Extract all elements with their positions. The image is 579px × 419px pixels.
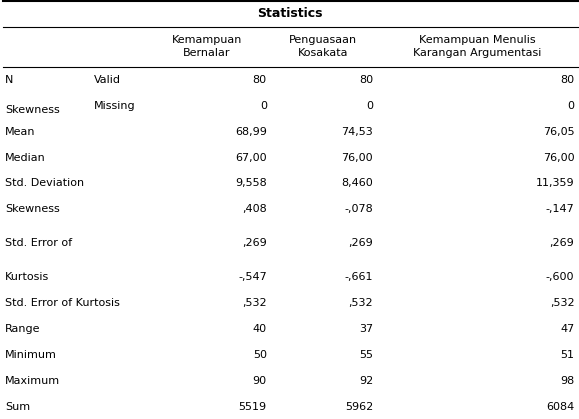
Text: 0: 0 [366,101,373,111]
Text: 0: 0 [260,101,267,111]
Text: 90: 90 [252,376,267,386]
Text: Std. Deviation: Std. Deviation [5,178,85,189]
Text: 76,00: 76,00 [543,153,574,163]
Text: 51: 51 [560,350,574,360]
Text: 47: 47 [560,324,574,334]
Text: Maximum: Maximum [5,376,60,386]
Text: 5519: 5519 [239,402,267,412]
Text: Kemampuan Menulis
Karangan Argumentasi: Kemampuan Menulis Karangan Argumentasi [413,35,541,58]
Text: Minimum: Minimum [5,350,57,360]
Text: Penguasaan
Kosakata: Penguasaan Kosakata [290,35,357,58]
Text: ,269: ,269 [549,238,574,248]
Text: 0: 0 [567,101,574,111]
Text: Std. Error of Kurtosis: Std. Error of Kurtosis [5,298,120,308]
Text: Skewness: Skewness [5,204,60,215]
Text: N: N [5,75,13,85]
Text: -,078: -,078 [345,204,373,215]
Text: Sum: Sum [5,402,30,412]
Text: 55: 55 [359,350,373,360]
Text: Std. Error of: Std. Error of [5,238,72,248]
Text: 92: 92 [359,376,373,386]
Text: 80: 80 [252,75,267,85]
Text: -,661: -,661 [345,272,373,282]
Text: Skewness: Skewness [5,105,60,115]
Text: 76,00: 76,00 [342,153,373,163]
Text: 9,558: 9,558 [235,178,267,189]
Text: ,408: ,408 [242,204,267,215]
Text: 5962: 5962 [345,402,373,412]
Text: Missing: Missing [94,101,136,111]
Text: Kemampuan
Bernalar: Kemampuan Bernalar [172,35,242,58]
Text: -,147: -,147 [545,204,574,215]
Text: 67,00: 67,00 [235,153,267,163]
Text: 80: 80 [359,75,373,85]
Text: 76,05: 76,05 [543,127,574,137]
Text: ,269: ,269 [349,238,373,248]
Text: Mean: Mean [5,127,36,137]
Text: ,269: ,269 [242,238,267,248]
Text: 8,460: 8,460 [342,178,373,189]
Text: 50: 50 [253,350,267,360]
Text: ,532: ,532 [242,298,267,308]
Text: ,532: ,532 [549,298,574,308]
Text: -,600: -,600 [546,272,574,282]
Text: 6084: 6084 [546,402,574,412]
Text: 68,99: 68,99 [235,127,267,137]
Text: 11,359: 11,359 [536,178,574,189]
Text: 37: 37 [359,324,373,334]
Text: -,547: -,547 [238,272,267,282]
Text: 40: 40 [252,324,267,334]
Text: Median: Median [5,153,46,163]
Text: Statistics: Statistics [258,7,323,21]
Text: Valid: Valid [94,75,122,85]
Text: 74,53: 74,53 [342,127,373,137]
Text: ,532: ,532 [349,298,373,308]
Text: Kurtosis: Kurtosis [5,272,49,282]
Text: 98: 98 [560,376,574,386]
Text: 80: 80 [560,75,574,85]
Text: Range: Range [5,324,41,334]
